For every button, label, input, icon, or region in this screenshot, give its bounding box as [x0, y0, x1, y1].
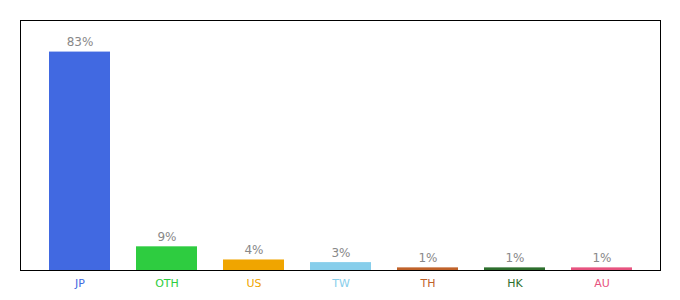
svg-text:3%: 3% [331, 246, 350, 260]
svg-text:OTH: OTH [155, 277, 179, 290]
svg-text:HK: HK [507, 277, 523, 290]
svg-text:JP: JP [74, 277, 85, 290]
svg-text:1%: 1% [418, 251, 437, 265]
svg-text:1%: 1% [592, 251, 611, 265]
svg-text:83%: 83% [67, 35, 94, 49]
svg-text:US: US [246, 277, 261, 290]
svg-text:4%: 4% [244, 243, 263, 257]
svg-text:TH: TH [420, 277, 436, 290]
svg-text:9%: 9% [157, 230, 176, 244]
svg-text:AU: AU [594, 277, 610, 290]
svg-text:1%: 1% [505, 251, 524, 265]
svg-text:TW: TW [331, 277, 350, 290]
